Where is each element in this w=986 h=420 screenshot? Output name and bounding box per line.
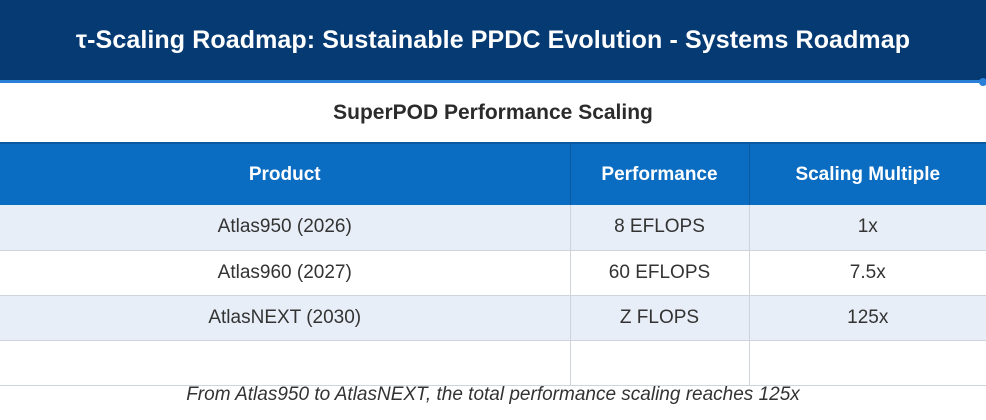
- header-accent-dot: [979, 78, 986, 86]
- cell-scaling-multiple: 125x: [749, 295, 986, 341]
- column-header-product: Product: [0, 142, 571, 205]
- table-row: Atlas960 (2027) 60 EFLOPS 7.5x: [0, 250, 986, 296]
- cell-scaling-multiple: 7.5x: [749, 250, 986, 296]
- footnote: From Atlas950 to AtlasNEXT, the total pe…: [186, 384, 800, 405]
- cell-scaling-multiple: [749, 340, 986, 386]
- table-header-row: Product Performance Scaling Multiple: [0, 142, 986, 205]
- performance-scaling-table: Product Performance Scaling Multiple Atl…: [0, 142, 986, 386]
- cell-product: [0, 340, 571, 386]
- page-title: τ-Scaling Roadmap: Sustainable PPDC Evol…: [75, 25, 911, 54]
- table-row: Atlas950 (2026) 8 EFLOPS 1x: [0, 205, 986, 251]
- page-header: τ-Scaling Roadmap: Sustainable PPDC Evol…: [0, 0, 986, 80]
- table-title: SuperPOD Performance Scaling: [333, 101, 653, 124]
- header-accent-line: [0, 80, 986, 83]
- table-row: AtlasNEXT (2030) Z FLOPS 125x: [0, 295, 986, 341]
- cell-performance: 60 EFLOPS: [570, 250, 750, 296]
- column-header-performance: Performance: [570, 142, 750, 205]
- cell-performance: Z FLOPS: [570, 295, 750, 341]
- cell-scaling-multiple: 1x: [749, 205, 986, 251]
- column-header-scaling-multiple: Scaling Multiple: [749, 142, 986, 205]
- cell-performance: [570, 340, 750, 386]
- table-row-empty: [0, 340, 986, 386]
- cell-product: Atlas960 (2027): [0, 250, 571, 296]
- cell-product: AtlasNEXT (2030): [0, 295, 571, 341]
- cell-performance: 8 EFLOPS: [570, 205, 750, 251]
- cell-product: Atlas950 (2026): [0, 205, 571, 251]
